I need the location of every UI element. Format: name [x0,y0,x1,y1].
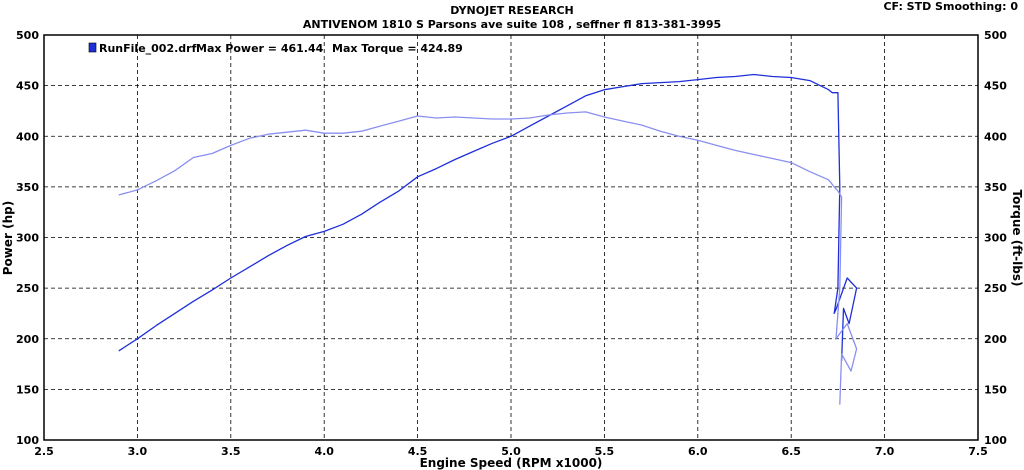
y-left-tick-label: 150 [16,383,39,396]
correction-factor-info: CF: STD Smoothing: 0 [883,0,1018,13]
y-right-tick-label: 250 [984,282,1007,295]
x-axis-ticks: 2.5 3.0 3.5 4.0 4.5 5.0 5.5 6.0 6.5 7.0 7.5 [34,445,988,458]
x-tick-label: 2.5 [34,445,54,458]
x-tick-label: 6.5 [781,445,801,458]
y-left-tick-label: 350 [16,181,39,194]
x-tick-label: 7.5 [968,445,988,458]
chart-subtitle: ANTIVENOM 1810 S Parsons ave suite 108 ,… [303,18,721,31]
legend-max-power: Max Power = 461.44 [196,42,324,55]
y-right-tick-label: 100 [984,434,1007,447]
power-curve [118,73,858,362]
y-right-tick-label: 200 [984,333,1007,346]
torque-curve [118,111,858,405]
y-left-tick-label: 250 [16,282,39,295]
y-axis-right-title: Torque (ft-lbs) [1010,190,1024,287]
y-left-tick-label: 450 [16,80,39,93]
y-right-tick-label: 300 [984,232,1007,245]
grid-lines [44,35,978,440]
chart-title: DYNOJET RESEARCH [450,4,573,17]
y-left-tick-label: 400 [16,130,39,143]
y-left-tick-label: 200 [16,333,39,346]
y-left-tick-label: 300 [16,232,39,245]
x-tick-label: 7.0 [875,445,895,458]
x-tick-label: 5.0 [501,445,521,458]
y-axis-left-title: Power (hp) [1,201,15,275]
series-layer [118,73,858,405]
legend-max-torque: Max Torque = 424.89 [332,42,463,55]
y-right-tick-label: 500 [984,29,1007,42]
x-axis-title: Engine Speed (RPM x1000) [420,456,603,470]
y-axis-right-ticks: 100 150 200 250 300 350 400 450 500 [984,29,1007,447]
y-right-tick-label: 450 [984,80,1007,93]
x-tick-label: 6.0 [688,445,708,458]
y-right-tick-label: 400 [984,130,1007,143]
y-right-tick-label: 350 [984,181,1007,194]
x-tick-label: 3.0 [128,445,148,458]
y-axis-left-ticks: 100 150 200 250 300 350 400 450 500 [16,29,39,447]
x-tick-label: 5.5 [595,445,615,458]
legend-run-name: RunFile_002.drf [99,42,197,55]
y-right-tick-label: 150 [984,383,1007,396]
legend-swatch [88,42,97,53]
x-tick-label: 4.5 [408,445,428,458]
y-left-tick-label: 100 [16,434,39,447]
x-tick-label: 4.0 [314,445,334,458]
y-left-tick-label: 500 [16,29,39,42]
x-tick-label: 3.5 [221,445,241,458]
